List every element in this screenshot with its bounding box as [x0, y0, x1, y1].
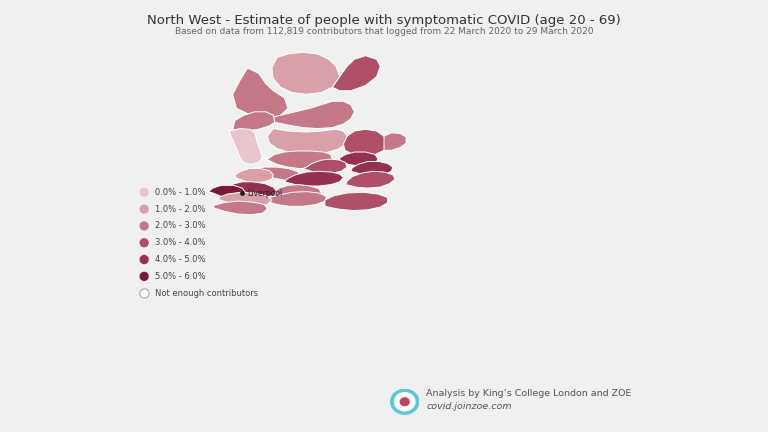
Polygon shape — [218, 192, 272, 206]
Polygon shape — [233, 68, 288, 119]
Circle shape — [400, 398, 409, 406]
Text: Not enough contributors: Not enough contributors — [155, 289, 258, 298]
Point — [138, 290, 151, 297]
Polygon shape — [208, 185, 245, 199]
Point — [138, 206, 151, 213]
Polygon shape — [229, 129, 262, 164]
Text: 4.0% - 5.0%: 4.0% - 5.0% — [155, 255, 206, 264]
Text: Liverpool: Liverpool — [247, 188, 283, 197]
Circle shape — [395, 393, 415, 411]
Text: Analysis by King’s College London and ZOE: Analysis by King’s College London and ZO… — [426, 389, 631, 397]
Point — [138, 222, 151, 229]
Polygon shape — [264, 192, 326, 206]
Polygon shape — [384, 133, 406, 150]
Polygon shape — [351, 162, 393, 175]
Text: 5.0% - 6.0%: 5.0% - 6.0% — [155, 272, 206, 281]
Polygon shape — [267, 129, 347, 154]
Polygon shape — [333, 56, 380, 91]
Polygon shape — [251, 167, 301, 181]
Polygon shape — [346, 172, 395, 188]
Text: 0.0% - 1.0%: 0.0% - 1.0% — [155, 188, 206, 197]
Point — [138, 256, 151, 263]
Text: 2.0% - 3.0%: 2.0% - 3.0% — [155, 222, 206, 230]
Circle shape — [391, 389, 419, 414]
Text: Based on data from 112,819 contributors that logged from 22 March 2020 to 29 Mar: Based on data from 112,819 contributors … — [175, 27, 593, 36]
Polygon shape — [262, 151, 333, 168]
Point — [138, 189, 151, 196]
Point — [138, 239, 151, 246]
Polygon shape — [235, 168, 273, 182]
Polygon shape — [303, 159, 347, 173]
Polygon shape — [273, 184, 321, 201]
Text: 1.0% - 2.0%: 1.0% - 2.0% — [155, 205, 206, 213]
Text: North West - Estimate of people with symptomatic COVID (age 20 - 69): North West - Estimate of people with sym… — [147, 14, 621, 27]
Polygon shape — [266, 101, 355, 129]
Polygon shape — [272, 52, 339, 94]
Polygon shape — [325, 192, 388, 210]
Polygon shape — [339, 152, 378, 166]
Polygon shape — [229, 182, 277, 197]
Text: covid.joinzoe.com: covid.joinzoe.com — [426, 402, 511, 410]
Polygon shape — [213, 201, 267, 215]
Polygon shape — [233, 112, 275, 131]
Polygon shape — [284, 172, 343, 186]
Text: 3.0% - 4.0%: 3.0% - 4.0% — [155, 238, 206, 247]
Polygon shape — [343, 129, 388, 156]
Point — [138, 273, 151, 280]
